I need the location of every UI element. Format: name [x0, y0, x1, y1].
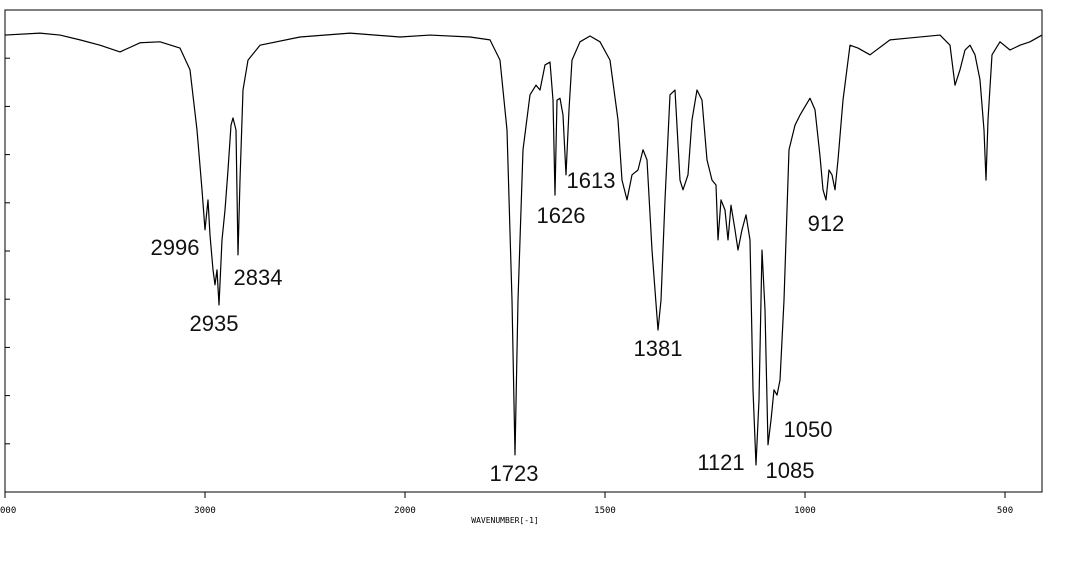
spectrum-line: [4, 32, 1043, 466]
peak-label: 1085: [766, 458, 815, 483]
x-tick-label: 1000: [794, 506, 816, 516]
peak-label: 2834: [234, 265, 283, 290]
peak-label: 1121: [697, 450, 744, 475]
peak-label: 2996: [151, 235, 200, 260]
x-tick-label: 3000: [194, 506, 216, 516]
x-tick-label: 000: [0, 506, 16, 516]
x-tick-label: 500: [997, 506, 1013, 516]
x-tick-label: 1500: [594, 506, 616, 516]
peak-label: 1613: [567, 168, 616, 193]
peak-label: 1381: [634, 336, 683, 361]
peak-label: 1723: [490, 461, 539, 486]
peak-label: 2935: [190, 311, 239, 336]
peak-label: 1626: [537, 203, 586, 228]
peak-label: 912: [808, 211, 845, 236]
x-axis-label: WAVENUMBER[-1]: [471, 516, 538, 525]
peak-label: 1050: [784, 417, 833, 442]
x-tick-label: 2000: [394, 506, 416, 516]
